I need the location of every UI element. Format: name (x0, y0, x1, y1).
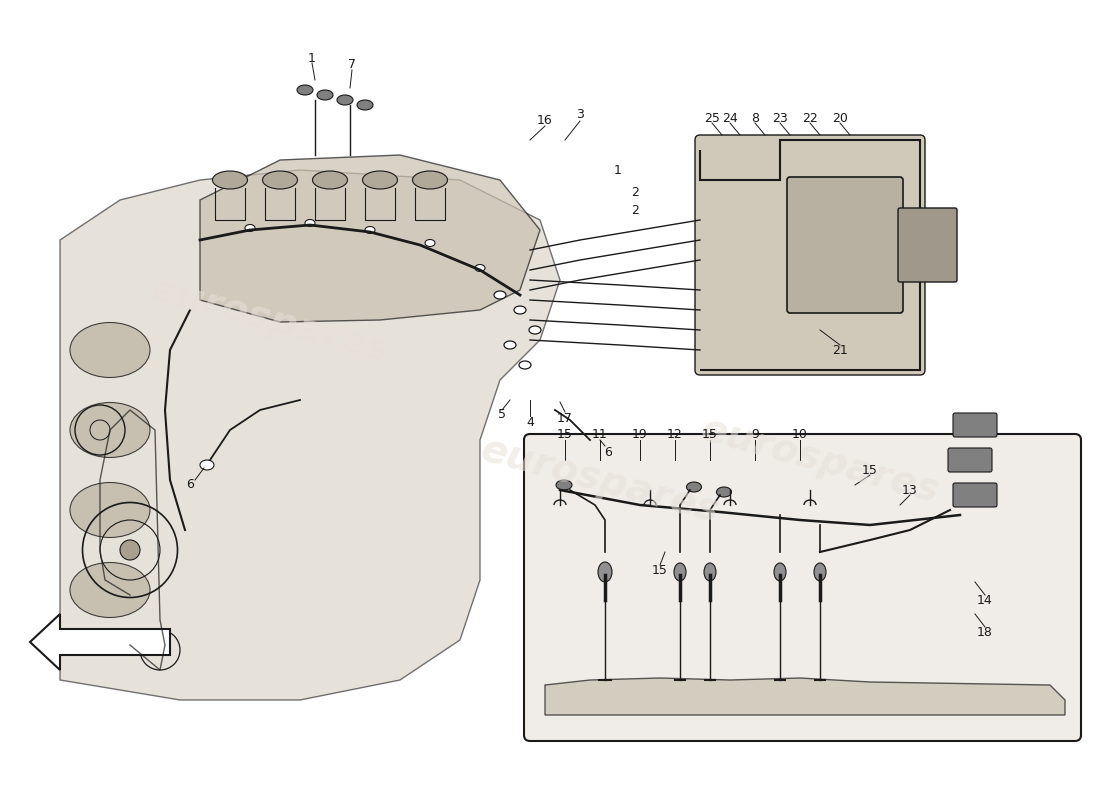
Text: 9: 9 (751, 429, 759, 442)
Text: 2: 2 (631, 186, 639, 198)
Text: 7: 7 (348, 58, 356, 71)
Text: 6: 6 (604, 446, 612, 458)
Ellipse shape (70, 482, 150, 538)
Ellipse shape (312, 171, 348, 189)
Ellipse shape (585, 439, 600, 449)
FancyBboxPatch shape (898, 208, 957, 282)
Text: 15: 15 (652, 563, 668, 577)
Ellipse shape (365, 226, 375, 234)
Ellipse shape (337, 95, 353, 105)
Text: 8: 8 (751, 111, 759, 125)
Text: 1: 1 (308, 51, 316, 65)
Ellipse shape (70, 402, 150, 458)
Text: 4: 4 (526, 415, 534, 429)
Text: 24: 24 (722, 111, 738, 125)
Ellipse shape (317, 90, 333, 100)
Text: 22: 22 (802, 111, 818, 125)
Text: 2: 2 (631, 203, 639, 217)
PathPatch shape (60, 170, 560, 700)
Text: 18: 18 (977, 626, 993, 638)
Text: 6: 6 (186, 478, 194, 491)
Ellipse shape (519, 361, 531, 369)
Ellipse shape (814, 563, 826, 581)
Text: 15: 15 (862, 463, 878, 477)
Text: 15: 15 (557, 429, 573, 442)
Ellipse shape (514, 306, 526, 314)
Text: 23: 23 (772, 111, 788, 125)
Ellipse shape (363, 171, 397, 189)
Text: eurospares: eurospares (696, 410, 944, 510)
Text: 10: 10 (792, 429, 807, 442)
Ellipse shape (212, 171, 248, 189)
FancyBboxPatch shape (953, 483, 997, 507)
Ellipse shape (200, 460, 214, 470)
Text: 12: 12 (667, 429, 683, 442)
PathPatch shape (200, 155, 540, 322)
FancyBboxPatch shape (786, 177, 903, 313)
Text: 25: 25 (704, 111, 719, 125)
Ellipse shape (70, 562, 150, 618)
Ellipse shape (598, 562, 612, 582)
Ellipse shape (556, 480, 572, 490)
Ellipse shape (504, 341, 516, 349)
Text: 16: 16 (537, 114, 553, 126)
Text: 14: 14 (977, 594, 993, 606)
Text: eurospares: eurospares (146, 270, 394, 370)
Ellipse shape (529, 326, 541, 334)
Text: 3: 3 (576, 109, 584, 122)
Text: 13: 13 (902, 483, 917, 497)
Ellipse shape (120, 540, 140, 560)
FancyBboxPatch shape (948, 448, 992, 472)
Ellipse shape (686, 482, 702, 492)
Polygon shape (544, 678, 1065, 715)
Text: 17: 17 (557, 411, 573, 425)
Text: 21: 21 (832, 343, 848, 357)
Ellipse shape (674, 563, 686, 581)
Ellipse shape (263, 171, 297, 189)
Ellipse shape (70, 322, 150, 378)
FancyBboxPatch shape (695, 135, 925, 375)
Text: 15: 15 (702, 429, 718, 442)
Ellipse shape (475, 265, 485, 271)
Ellipse shape (358, 100, 373, 110)
Ellipse shape (245, 225, 255, 231)
Ellipse shape (305, 219, 315, 226)
Ellipse shape (494, 291, 506, 299)
Ellipse shape (716, 487, 732, 497)
Text: 20: 20 (832, 111, 848, 125)
Ellipse shape (774, 563, 786, 581)
Ellipse shape (412, 171, 448, 189)
Text: 1: 1 (614, 163, 622, 177)
FancyBboxPatch shape (524, 434, 1081, 741)
Ellipse shape (704, 563, 716, 581)
Ellipse shape (425, 239, 435, 246)
Text: 5: 5 (498, 409, 506, 422)
Text: 19: 19 (632, 429, 648, 442)
Ellipse shape (297, 85, 313, 95)
Text: 11: 11 (592, 429, 608, 442)
Polygon shape (30, 614, 170, 670)
FancyBboxPatch shape (953, 413, 997, 437)
Text: eurospares: eurospares (476, 430, 724, 530)
